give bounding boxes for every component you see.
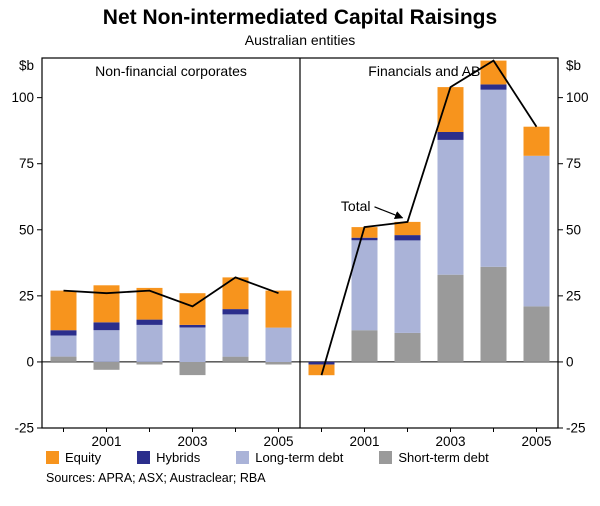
panel-title: Non-financial corporates <box>95 63 247 79</box>
legend-swatch-equity <box>46 451 59 464</box>
bar-segment <box>437 274 464 362</box>
x-tick-label: 2005 <box>263 434 293 448</box>
bar-segment <box>523 126 550 156</box>
panel-title: Financials and ABS <box>368 63 489 79</box>
bar-segment <box>480 84 507 90</box>
legend-swatch-short-term-debt <box>379 451 393 464</box>
bar-segment <box>351 237 378 241</box>
bar-segment <box>480 60 507 85</box>
legend-swatch-hybrids <box>137 451 151 464</box>
bar-segment <box>136 361 163 365</box>
bar-segment <box>437 132 464 140</box>
bar-segment <box>50 290 77 331</box>
y-tick-label: 25 <box>566 288 581 303</box>
bar-segment <box>523 306 550 362</box>
annotation-arrow <box>374 206 404 220</box>
bar-segment <box>351 330 378 362</box>
unit-label-right: $b <box>566 58 581 73</box>
legend-item-equity: Equity <box>46 450 101 465</box>
y-tick-label: -25 <box>14 421 34 436</box>
bar-segment <box>222 314 249 357</box>
sources-note: Sources: APRA; ASX; Austraclear; RBA <box>46 471 266 485</box>
bar-segment <box>179 293 206 325</box>
bar-segment <box>222 309 249 315</box>
bar-segment <box>93 361 120 370</box>
bar-segment <box>50 335 77 357</box>
legend-label-long-term-debt: Long-term debt <box>255 450 344 465</box>
bar-segment <box>93 285 120 323</box>
bar-segment <box>265 361 292 365</box>
x-tick-label: 2001 <box>91 434 121 448</box>
x-tick-label: 2003 <box>435 434 465 448</box>
legend-item-hybrids: Hybrids <box>137 450 200 465</box>
y-tick-label: 25 <box>19 288 34 303</box>
chart-title: Net Non-intermediated Capital Raisings <box>102 6 498 29</box>
bar-segment <box>136 324 163 362</box>
bar-segment <box>394 235 421 241</box>
legend-label-short-term-debt: Short-term debt <box>398 450 489 465</box>
annotation-label: Total <box>341 198 371 214</box>
bar-segment <box>351 240 378 331</box>
bar-segment <box>394 221 421 236</box>
bar-segment <box>222 277 249 310</box>
x-tick-label: 2003 <box>177 434 207 448</box>
chart-subtitle: Australian entities <box>244 32 356 48</box>
y-tick-label: 50 <box>566 222 581 237</box>
y-tick-label: 100 <box>566 90 589 105</box>
total-line <box>63 276 279 308</box>
bar-segment <box>480 89 507 267</box>
legend-label-hybrids: Hybrids <box>156 450 201 465</box>
bar-segment <box>351 227 378 238</box>
y-tick-label: 100 <box>11 90 34 105</box>
bar-segment <box>136 319 163 325</box>
y-tick-label: 75 <box>566 156 581 171</box>
bar-segment <box>480 266 507 362</box>
y-tick-label: -25 <box>566 421 586 436</box>
y-tick-label: 75 <box>19 156 34 171</box>
unit-label-left: $b <box>19 58 34 73</box>
bar-segment <box>136 287 163 320</box>
bar-segment <box>93 322 120 331</box>
bar-segment <box>93 330 120 362</box>
chart-page: Net Non-intermediated Capital Raisings A… <box>0 6 600 485</box>
total-line <box>320 59 538 376</box>
legend-item-short-term-debt: Short-term debt <box>379 450 489 465</box>
bar-segment <box>437 87 464 132</box>
x-tick-label: 2005 <box>521 434 551 448</box>
bar-segment <box>394 332 421 362</box>
bar-segment <box>265 327 292 362</box>
legend-swatch-long-term-debt <box>236 451 250 464</box>
bar-segment <box>50 330 77 336</box>
chart-area: Non-financial corporates 2001 2003 2005 Fina… <box>0 50 600 448</box>
legend-item-long-term-debt: Long-term debt <box>236 450 343 465</box>
bar-segment <box>179 361 206 376</box>
bar-segment <box>308 361 335 365</box>
legend: Equity Hybrids Long-term debt Short-term de… <box>0 450 600 465</box>
y-tick-label: 0 <box>566 354 574 369</box>
bar-segment <box>50 356 77 362</box>
capital-raisings-chart: Non-financial corporates 2001 2003 2005 Fina… <box>11 57 589 448</box>
bar-segment <box>308 364 335 376</box>
legend-label-equity: Equity <box>65 450 102 465</box>
y-tick-label: 50 <box>19 222 34 237</box>
bar-segment <box>523 155 550 307</box>
bar-segment <box>394 240 421 333</box>
bar-segment <box>179 324 206 328</box>
bar-segment <box>437 139 464 275</box>
bar-segment <box>222 356 249 362</box>
bar-segment <box>265 290 292 328</box>
x-tick-label: 2001 <box>349 434 379 448</box>
bar-segment <box>179 327 206 362</box>
y-tick-label: 0 <box>26 354 34 369</box>
